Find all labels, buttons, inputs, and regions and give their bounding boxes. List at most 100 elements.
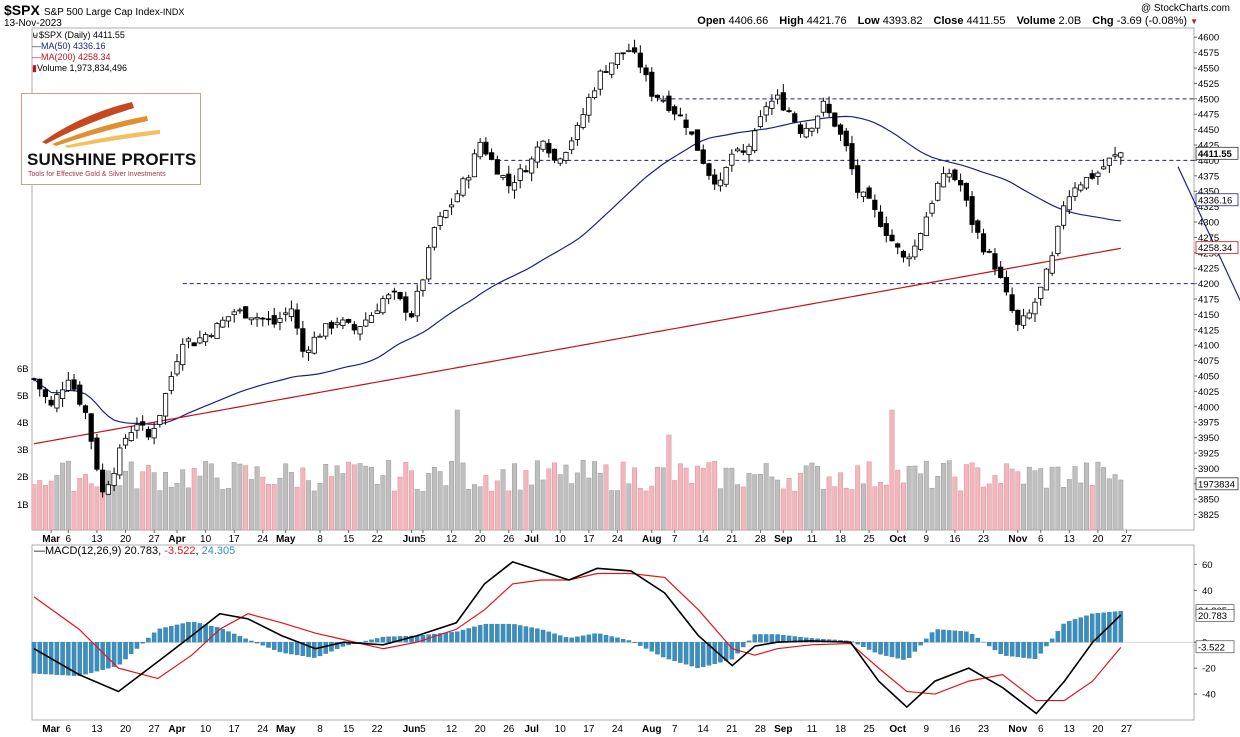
candle-body <box>877 211 884 227</box>
candle-body <box>1061 205 1067 226</box>
volume-bar <box>306 480 312 531</box>
macd-x-tick-label: 16 <box>949 724 961 735</box>
volume-bar <box>826 476 832 531</box>
macd-y-tick-label: -40 <box>1202 690 1216 701</box>
volume-bar <box>975 467 981 531</box>
candle-body <box>723 167 729 185</box>
trendline <box>1177 166 1240 302</box>
candle-body <box>414 290 420 317</box>
volume-bar <box>918 473 924 531</box>
macd-histogram-bar <box>912 642 918 652</box>
volume-bar <box>1089 485 1095 531</box>
candle-body <box>265 318 272 321</box>
candle-body <box>546 142 552 154</box>
candle-body <box>712 174 718 185</box>
volume-bar <box>1078 482 1084 531</box>
volume-bar <box>895 469 901 531</box>
down-arrow-icon: ▼ <box>1190 17 1198 26</box>
y-tick-label: 4500 <box>1198 94 1219 105</box>
macd-histogram-bar <box>603 635 609 643</box>
macd-histogram-bar <box>1118 610 1124 643</box>
candle-body <box>351 324 357 331</box>
candle-body <box>540 140 546 150</box>
macd-histogram-bar <box>249 640 254 643</box>
candle-body <box>157 415 163 425</box>
macd-histogram-bar <box>540 629 546 643</box>
candle-body <box>31 378 37 380</box>
volume-bar <box>992 475 998 531</box>
candle-body <box>1009 294 1015 312</box>
volume-bar <box>1095 461 1101 531</box>
x-tick-label: 17 <box>229 534 241 545</box>
candle-icon: ⊌ <box>32 30 39 40</box>
volume-bar <box>609 490 615 531</box>
volume-bar <box>723 467 729 531</box>
volume-bar <box>637 487 643 531</box>
moving-averages <box>33 115 1121 445</box>
macd-x-tick-label: 7 <box>672 724 678 735</box>
macd-histogram-bar <box>1027 642 1032 659</box>
price-tag: 4336.16 <box>1195 193 1239 206</box>
macd-x-tick-label: 12 <box>446 724 458 735</box>
macd-histogram-bar <box>1049 638 1055 643</box>
volume-bar <box>454 409 460 531</box>
candle-body <box>105 484 111 495</box>
x-tick-label: 12 <box>446 534 458 545</box>
macd-histogram-bar <box>1021 642 1026 658</box>
macd-y-tick-label: 40 <box>1202 586 1213 597</box>
candle-body <box>54 394 60 409</box>
macd-histogram-bar <box>958 631 963 643</box>
macd-histogram-bar <box>1038 642 1043 654</box>
macd-histogram-bar <box>157 628 163 643</box>
candle-body <box>935 182 941 201</box>
volume-bar <box>71 491 77 531</box>
candle-body <box>168 376 174 391</box>
candle-body <box>248 317 254 321</box>
volume-bar <box>569 483 575 531</box>
macd-histogram-bar <box>700 642 706 668</box>
volume-bar <box>820 489 826 531</box>
candle-body <box>649 71 655 97</box>
macd-histogram-bar <box>31 642 37 674</box>
volume-bar <box>334 465 340 531</box>
volume-bar <box>460 462 466 531</box>
macd-histogram-bar <box>123 642 128 660</box>
x-tick-label: 6 <box>66 534 72 545</box>
volume-bar <box>105 470 111 531</box>
volume-bar <box>626 483 632 531</box>
y-tick-label: 3975 <box>1198 418 1219 429</box>
x-tick-label: 6 <box>1038 534 1044 545</box>
legend-volume: Volume 1,973,834,496 <box>36 63 128 73</box>
volume-bar <box>1061 486 1067 531</box>
macd-x-tick-label: 15 <box>343 724 355 735</box>
volume-bar <box>420 491 426 531</box>
volume-bar <box>500 469 506 531</box>
y-tick-label: 4375 <box>1198 171 1219 182</box>
volume-bar <box>838 472 843 531</box>
volume-bar <box>557 474 563 531</box>
macd-histogram-bar <box>620 638 626 643</box>
high-label: High <box>779 15 804 27</box>
x-tick-label: Aug <box>642 534 661 545</box>
logo-tagline: Tools for Effective Gold & Silver Invest… <box>28 171 166 178</box>
macd-histogram-bar <box>449 632 454 643</box>
volume-bar <box>855 465 861 531</box>
macd-x-tick-label: 10 <box>555 724 567 735</box>
volume-bar <box>809 462 815 531</box>
volume-bar <box>403 462 409 531</box>
change-value: -3.69 (-0.08%) <box>1116 15 1188 27</box>
macd-x-tick-label: 10 <box>200 724 212 735</box>
volume-bar <box>1112 474 1118 531</box>
macd-x-tick-label: Aug <box>642 724 661 735</box>
volume-bar <box>288 472 294 531</box>
x-tick-label: 20 <box>1092 534 1104 545</box>
macd-histogram-bar <box>615 637 620 643</box>
macd-x-tick-label: 28 <box>755 724 767 735</box>
macd-histogram-bar <box>678 642 683 663</box>
candle-body <box>260 317 266 320</box>
volume-bar <box>283 463 289 531</box>
macd-histogram-bar <box>334 642 340 649</box>
candle-body <box>591 90 598 98</box>
volume-bar <box>88 483 94 531</box>
macd-histogram-bar <box>872 642 878 653</box>
